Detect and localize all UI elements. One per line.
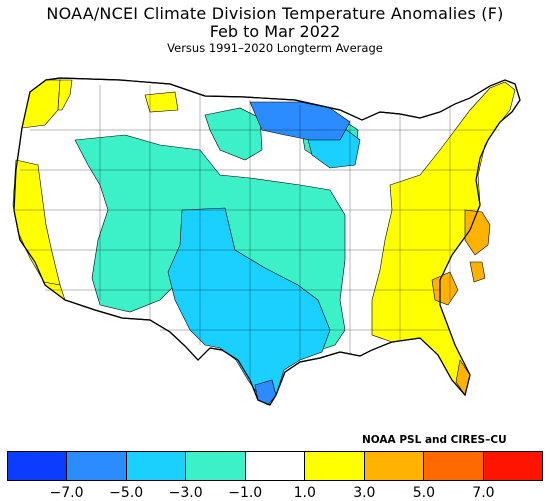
region-carolinas-orange xyxy=(431,261,486,306)
map-title: NOAA/NCEI Climate Division Temperature A… xyxy=(46,4,504,23)
legend-swatch-7 xyxy=(424,452,484,480)
map-subtitle: Versus 1991–2020 Longterm Average xyxy=(167,41,383,55)
legend-swatch-1 xyxy=(67,452,127,480)
legend-swatch-8 xyxy=(483,452,542,480)
legend-tick-label: −3.0 xyxy=(168,485,203,501)
legend-swatch-6 xyxy=(364,452,425,480)
map-period: Feb to Mar 2022 xyxy=(209,22,341,41)
legend-tick-label: 5.0 xyxy=(412,485,436,501)
legend-tick-label: 3.0 xyxy=(353,485,376,501)
legend-swatch-2 xyxy=(126,452,187,480)
legend-tick-label: −5.0 xyxy=(109,485,144,501)
legend-swatch-3 xyxy=(186,452,246,480)
conus-border xyxy=(13,77,521,406)
legend-tick-label: −7.0 xyxy=(49,485,84,501)
legend-swatch-5 xyxy=(305,452,365,480)
legend-tick-label: 7.0 xyxy=(472,485,495,501)
legend-tick-label: 1.0 xyxy=(293,485,316,501)
division-boundaries xyxy=(15,85,500,380)
map-credit: NOAA PSL and CIRES–CU xyxy=(362,434,507,446)
us-climate-division-map xyxy=(12,77,521,406)
legend-swatch-0 xyxy=(8,452,68,480)
color-legend xyxy=(7,451,543,481)
legend-tick-label: −1.0 xyxy=(228,485,263,501)
region-mid-atlantic xyxy=(464,209,491,256)
region-north-idaho-montana xyxy=(57,79,179,113)
legend-swatch-4 xyxy=(245,452,306,480)
